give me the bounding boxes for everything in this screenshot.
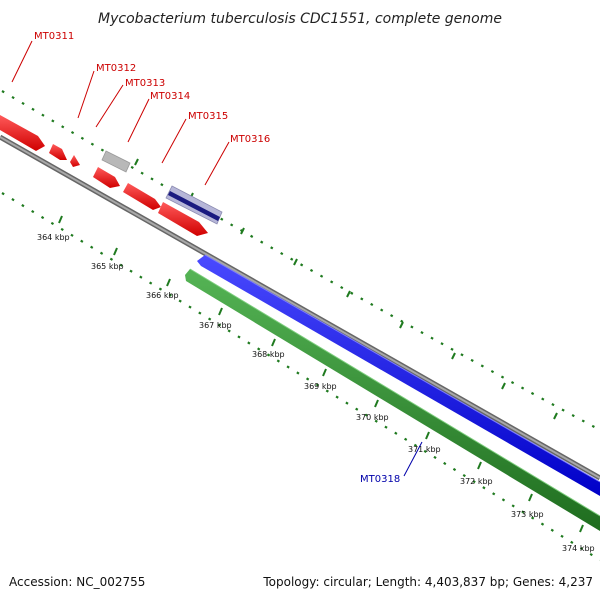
gene-label-MT0311[interactable]: MT0311 — [34, 31, 74, 42]
forward-gene-MT0314[interactable] — [93, 167, 120, 188]
outer-tick-track — [1, 90, 600, 431]
accession-text: Accession: NC_002755 — [9, 575, 145, 589]
gene-label-MT0316[interactable]: MT0316 — [230, 134, 270, 145]
forward-gene-MT0316[interactable] — [158, 202, 208, 236]
kbp-label: 369 kbp — [304, 382, 337, 391]
kbp-label: 364 kbp — [37, 233, 70, 242]
kbp-labels: 364 kbp 365 kbp 366 kbp 367 kbp 368 kbp … — [37, 233, 595, 553]
rna-feature-grey[interactable] — [101, 150, 131, 173]
gene-leader-lines — [11, 40, 230, 186]
reverse-gene-MT0317[interactable] — [197, 254, 600, 496]
genome-summary-text: Topology: circular; Length: 4,403,837 bp… — [262, 575, 593, 589]
kbp-label: 365 kbp — [91, 262, 124, 271]
outer-major-ticks — [134, 158, 558, 420]
kbp-label: 367 kbp — [199, 321, 232, 330]
kbp-label: 371 kbp — [408, 445, 441, 454]
selected-feature-MT0316[interactable] — [165, 185, 223, 225]
kbp-label: 370 kbp — [356, 413, 389, 422]
forward-gene-MT0312[interactable] — [49, 144, 67, 160]
gene-label-MT0313[interactable]: MT0313 — [125, 78, 165, 89]
kbp-label: 368 kbp — [252, 350, 285, 359]
forward-gene-MT0315[interactable] — [123, 183, 161, 210]
forward-gene-MT0313[interactable] — [70, 155, 80, 167]
inner-tick-track — [1, 192, 600, 561]
kbp-label: 372 kbp — [460, 477, 493, 486]
inner-major-ticks — [58, 215, 584, 533]
kbp-label: 374 kbp — [562, 544, 595, 553]
reverse-gene-MT0318[interactable] — [185, 268, 600, 531]
gene-label-MT0312[interactable]: MT0312 — [96, 63, 136, 74]
map-title: Mycobacterium tuberculosis CDC1551, comp… — [98, 11, 502, 27]
gene-leader-line-reverse — [403, 441, 423, 477]
gene-label-MT0315[interactable]: MT0315 — [188, 111, 228, 122]
kbp-label: 366 kbp — [146, 291, 179, 300]
gene-label-MT0318[interactable]: MT0318 — [360, 474, 400, 485]
kbp-label: 373 kbp — [511, 510, 544, 519]
genome-backbone — [0, 134, 600, 481]
forward-gene-MT0311[interactable] — [0, 115, 45, 151]
gene-label-MT0314[interactable]: MT0314 — [150, 91, 190, 102]
